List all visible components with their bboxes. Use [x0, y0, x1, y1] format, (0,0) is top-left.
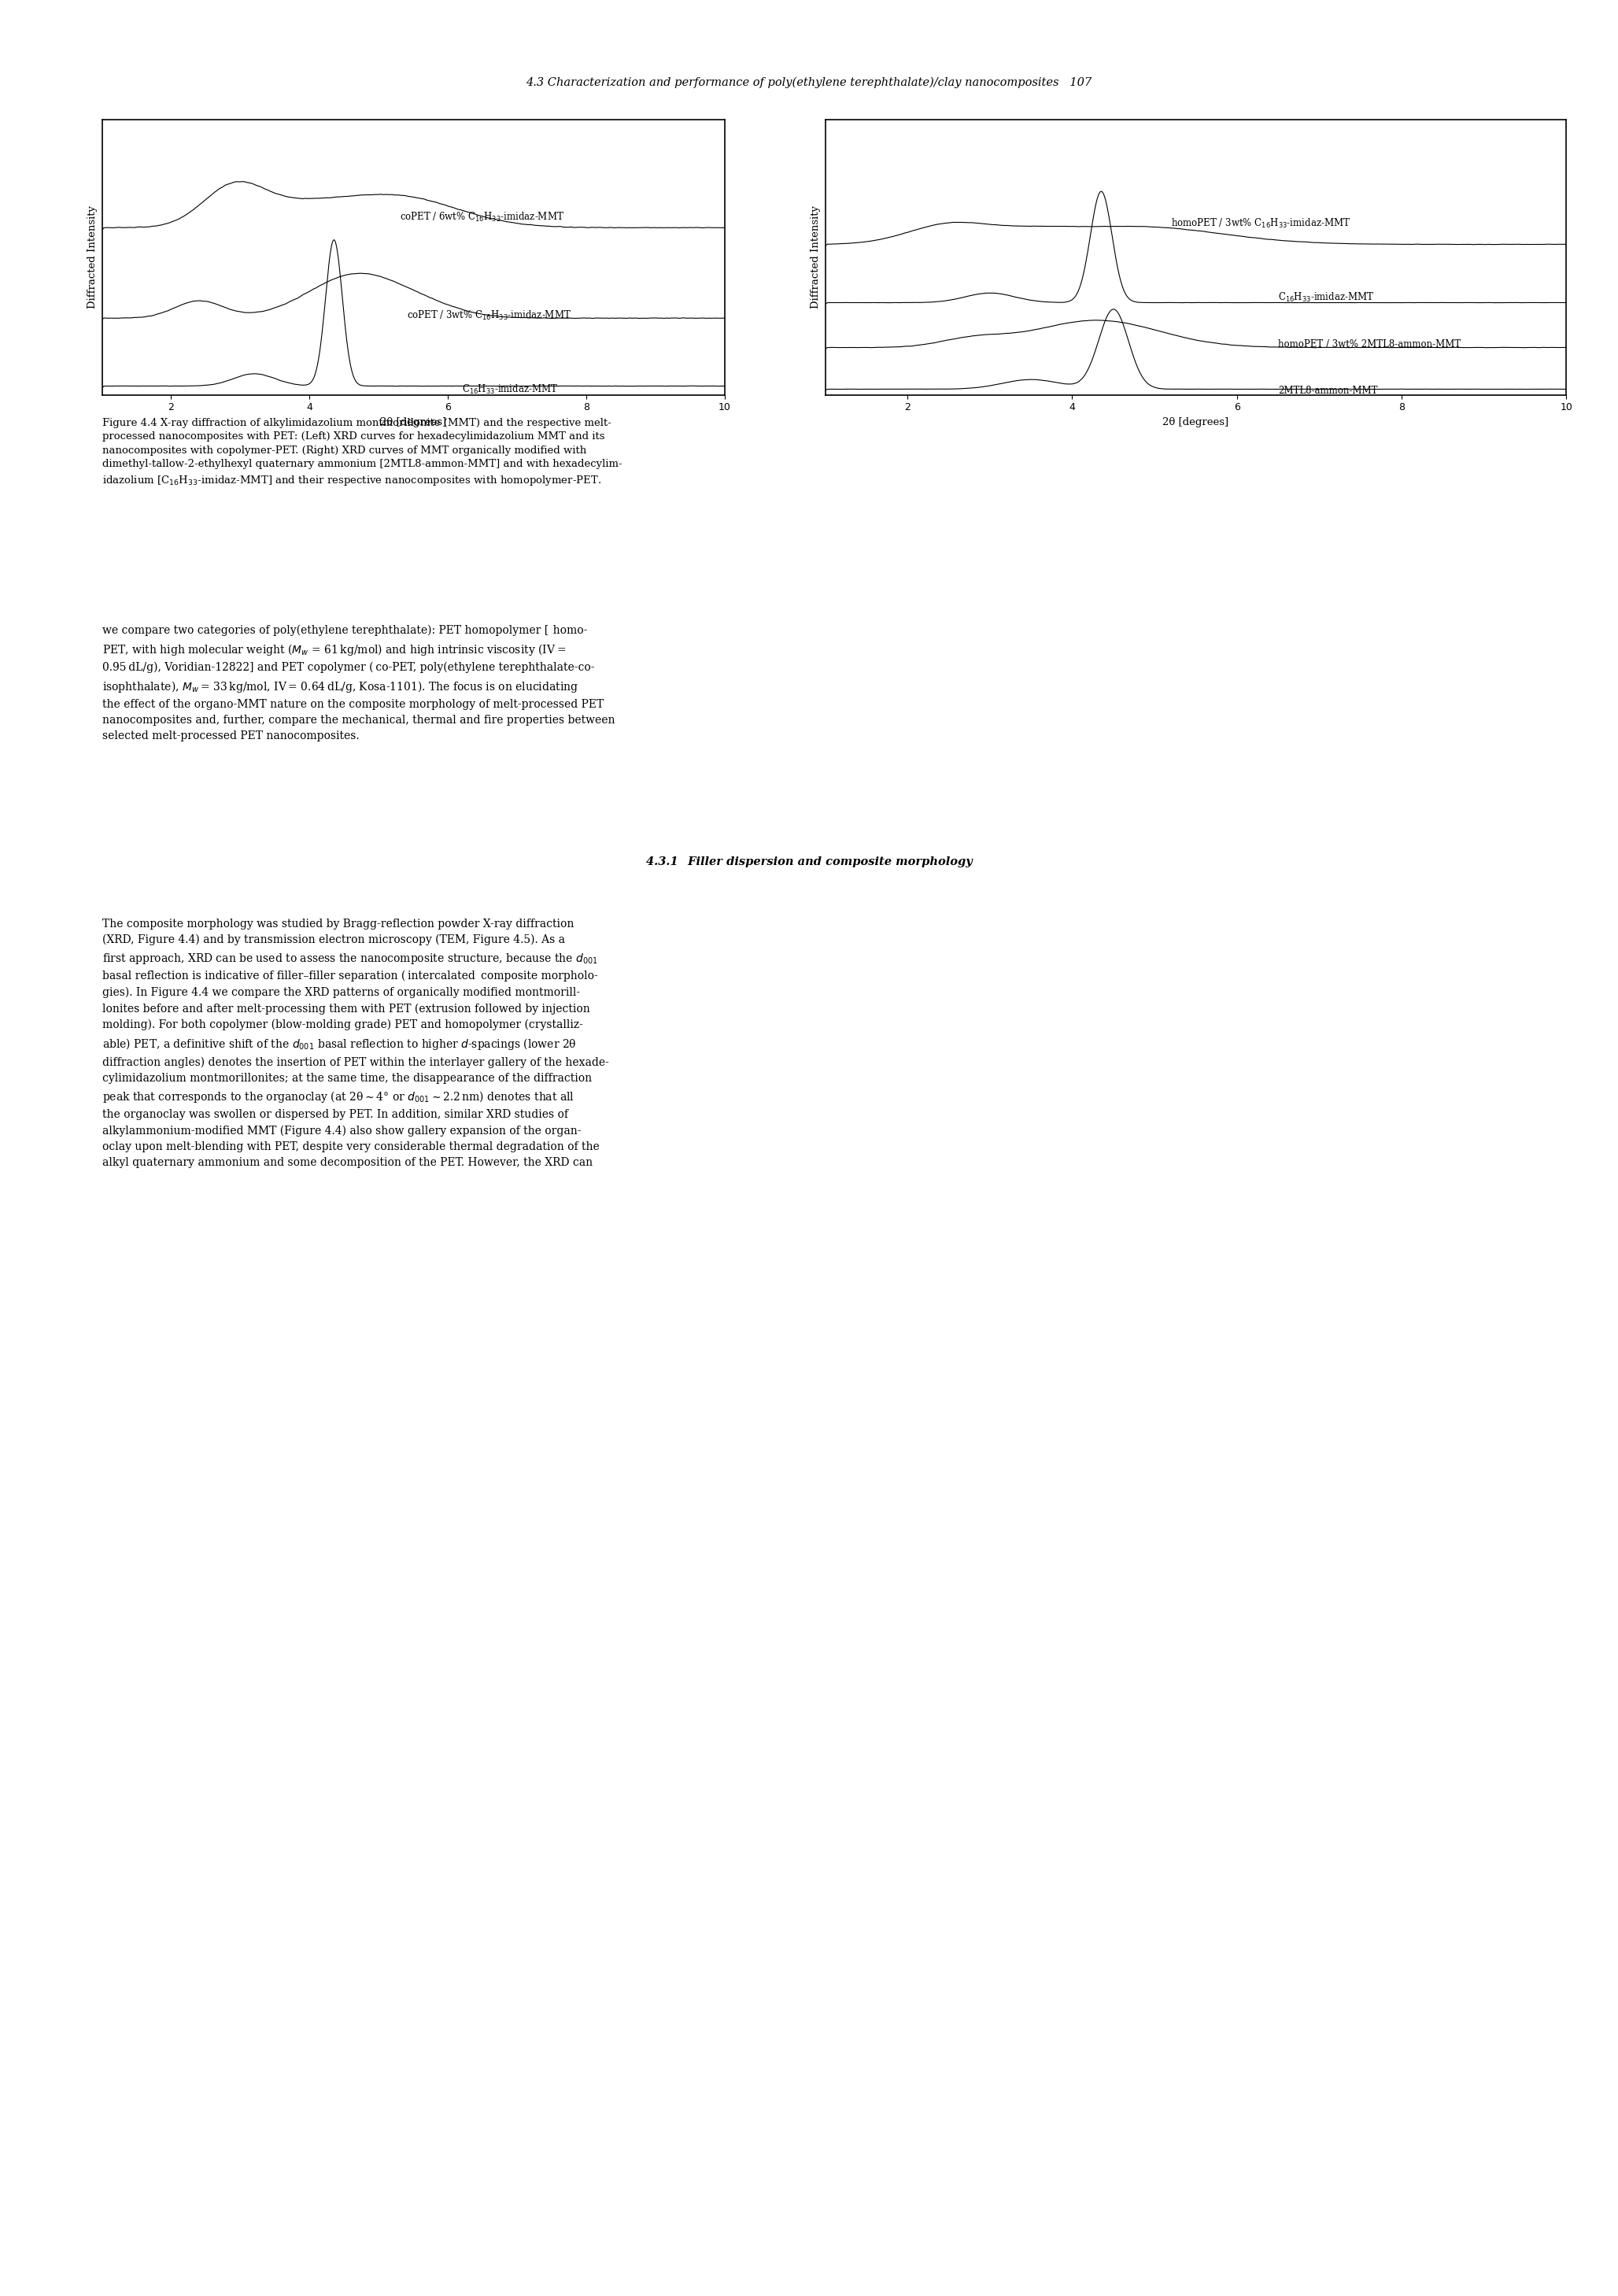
Text: coPET / 3wt% C$_{16}$H$_{33}$-imidaz-MMT: coPET / 3wt% C$_{16}$H$_{33}$-imidaz-MMT: [406, 310, 571, 321]
Text: C$_{16}$H$_{33}$-imidaz-MMT: C$_{16}$H$_{33}$-imidaz-MMT: [1278, 292, 1374, 303]
Text: The composite morphology was studied by Bragg-reflection powder X-ray diffractio: The composite morphology was studied by …: [102, 918, 608, 1169]
X-axis label: 2θ [degrees]: 2θ [degrees]: [380, 418, 447, 427]
Y-axis label: Diffracted Intensity: Diffracted Intensity: [811, 207, 820, 308]
Text: 4.3.1  Filler dispersion and composite morphology: 4.3.1 Filler dispersion and composite mo…: [646, 856, 972, 868]
Text: homoPET / 3wt% 2MTL8-ammon-MMT: homoPET / 3wt% 2MTL8-ammon-MMT: [1278, 340, 1461, 349]
Text: C$_{16}$H$_{33}$-imidaz-MMT: C$_{16}$H$_{33}$-imidaz-MMT: [461, 383, 558, 395]
Text: we compare two categories of poly(ethylene terephthalate): PET homopolymer [  ho: we compare two categories of poly(ethyle…: [102, 625, 615, 742]
Text: coPET / 6wt% C$_{16}$H$_{33}$-imidaz-MMT: coPET / 6wt% C$_{16}$H$_{33}$-imidaz-MMT: [400, 211, 565, 223]
X-axis label: 2θ [degrees]: 2θ [degrees]: [1163, 418, 1228, 427]
Text: 2MTL8-ammon-MMT: 2MTL8-ammon-MMT: [1278, 386, 1377, 395]
Text: Figure 4.4 X-ray diffraction of alkylimidazolium montmorillonite (MMT) and the r: Figure 4.4 X-ray diffraction of alkylimi…: [102, 418, 621, 487]
Text: 4.3 Characterization and performance of poly(ethylene terephthalate)/clay nanoco: 4.3 Characterization and performance of …: [526, 76, 1092, 87]
Text: homoPET / 3wt% C$_{16}$H$_{33}$-imidaz-MMT: homoPET / 3wt% C$_{16}$H$_{33}$-imidaz-M…: [1171, 218, 1351, 230]
Y-axis label: Diffracted Intensity: Diffracted Intensity: [87, 207, 97, 308]
